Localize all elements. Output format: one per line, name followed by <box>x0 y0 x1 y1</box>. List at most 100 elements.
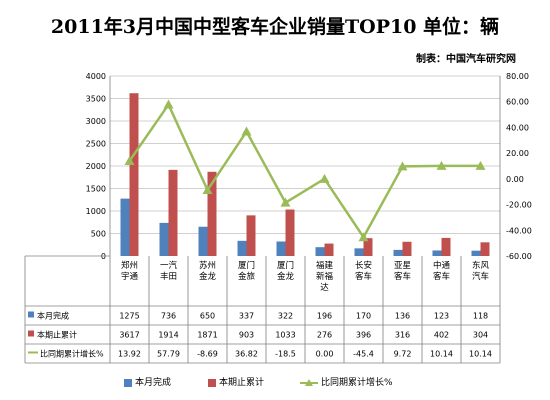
table-cell: 650 <box>200 312 215 321</box>
table-row-label: 比同期累计增长% <box>40 349 104 359</box>
bar-cumulative <box>168 169 178 256</box>
table-cell: -45.4 <box>353 350 374 359</box>
right-axis-tick-label: 60.00 <box>506 98 529 107</box>
category-label: 厦门 <box>277 260 294 271</box>
table-cell: 123 <box>434 312 449 321</box>
category-label: 丰田 <box>160 271 177 282</box>
table-cell: 10.14 <box>430 350 453 359</box>
table-cell: 402 <box>434 331 449 340</box>
bar-monthly <box>120 198 130 256</box>
table-cell: 903 <box>239 331 254 340</box>
left-axis-tick-label: 1500 <box>86 185 106 194</box>
growth-marker <box>202 185 213 195</box>
table-cell: 0.00 <box>316 350 334 359</box>
bar-cumulative <box>402 241 412 256</box>
category-label: 新福 <box>316 271 333 282</box>
right-axis-tick-label: 40.00 <box>506 123 529 132</box>
table-cell: 1914 <box>158 331 178 340</box>
growth-marker <box>280 197 291 207</box>
legend-item-growth: 比同期累计增长% <box>300 375 393 391</box>
legend-item-cumulative: 本期止累计 <box>208 375 264 391</box>
chart-title: 2011年3月中国中型客车企业销量TOP10 单位：辆 <box>50 16 500 38</box>
legend-swatch-monthly <box>124 378 132 387</box>
bar-monthly <box>393 249 403 256</box>
table-cell: 118 <box>473 312 488 321</box>
table-cell: 136 <box>395 312 410 321</box>
growth-marker <box>241 126 252 136</box>
table-cell: 196 <box>317 312 332 321</box>
category-label: 金龙 <box>277 271 295 282</box>
table-row-label: 本月完成 <box>37 311 69 321</box>
growth-marker <box>436 160 447 170</box>
category-label: 客车 <box>394 271 411 282</box>
table-cell: 36.82 <box>235 350 258 359</box>
category-label: 东风 <box>472 260 490 271</box>
bar-cumulative <box>285 209 295 256</box>
table-cell: 736 <box>161 312 176 321</box>
left-axis-tick-label: 3000 <box>86 117 106 126</box>
table-cell: 10.14 <box>469 350 492 359</box>
legend-swatch-cumulative <box>208 378 216 387</box>
legend-label-monthly: 本月完成 <box>135 378 172 388</box>
table-cell: 316 <box>395 331 410 340</box>
table-cell: 13.92 <box>118 350 141 359</box>
bar-monthly <box>159 222 169 256</box>
bar-cumulative <box>441 237 451 256</box>
category-label: 达 <box>320 282 329 293</box>
category-label: 长安 <box>355 260 372 271</box>
category-label: 一汽 <box>160 260 178 271</box>
table-cell: 396 <box>356 331 371 340</box>
legend-label-growth: 比同期累计增长% <box>321 378 393 388</box>
bar-cumulative <box>480 242 490 256</box>
bar-monthly <box>471 250 481 256</box>
table-row-label: 本期止累计 <box>37 330 77 340</box>
right-axis-tick-label: 0.00 <box>506 175 524 184</box>
legend-item-monthly: 本月完成 <box>124 375 171 391</box>
table-cell: -8.69 <box>197 350 218 359</box>
category-label: 郑州 <box>121 260 138 271</box>
table-cell: 3617 <box>119 331 139 340</box>
bar-monthly <box>315 247 325 256</box>
right-axis-tick-label: -20.00 <box>506 201 532 210</box>
category-label: 亚星 <box>394 261 411 271</box>
growth-marker <box>163 99 174 109</box>
right-axis-tick-label: 20.00 <box>506 149 529 158</box>
legend-label-cumulative: 本期止累计 <box>219 378 265 388</box>
legend-swatch-growth <box>300 378 318 387</box>
table-cell: 1275 <box>119 312 139 321</box>
growth-marker <box>475 160 486 170</box>
category-label: 汽车 <box>472 271 489 282</box>
left-axis-tick-label: 0 <box>101 252 106 261</box>
bar-cumulative <box>324 243 334 256</box>
category-label: 宇通 <box>121 271 139 282</box>
bar-monthly <box>432 250 442 256</box>
chart-legend: 本月完成 本期止累计 比同期累计增长% <box>0 375 550 391</box>
right-axis-tick-label: -60.00 <box>506 252 532 261</box>
left-axis-tick-label: 2500 <box>86 140 106 149</box>
category-label: 金龙 <box>199 271 217 282</box>
left-axis-tick-label: 1000 <box>86 207 106 216</box>
category-label: 苏州 <box>199 260 216 271</box>
bar-monthly <box>198 226 208 256</box>
bar-cumulative <box>363 238 373 256</box>
growth-line <box>128 103 481 239</box>
bar-monthly <box>276 241 286 256</box>
table-cell: 337 <box>239 312 254 321</box>
table-cell: 304 <box>473 331 488 340</box>
left-axis-tick-label: 3500 <box>86 95 106 104</box>
growth-marker <box>319 173 330 183</box>
table-cell: 1033 <box>275 331 295 340</box>
category-label: 中通 <box>433 260 451 271</box>
bar-monthly <box>237 240 247 256</box>
bar-monthly <box>354 248 364 256</box>
table-row-key <box>28 330 34 337</box>
left-axis-tick-label: 4000 <box>86 72 106 81</box>
category-label: 厦门 <box>238 260 255 271</box>
table-cell: -18.5 <box>275 350 296 359</box>
right-axis-tick-label: -40.00 <box>506 226 532 235</box>
table-cell: 276 <box>317 331 332 340</box>
table-cell: 1871 <box>197 331 217 340</box>
table-cell: 9.72 <box>394 350 412 359</box>
category-label: 福建 <box>316 260 334 271</box>
chart-credit: 制表：中国汽车研究网 <box>416 54 516 65</box>
